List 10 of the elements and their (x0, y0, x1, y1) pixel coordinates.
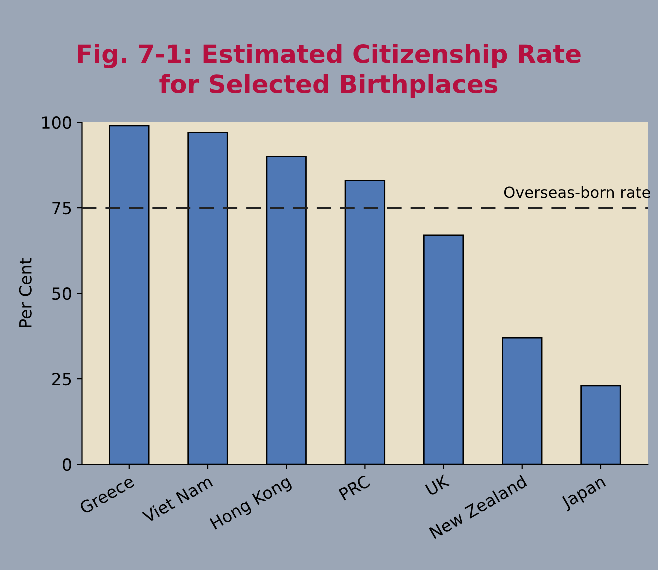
y-tick-label: 100 (42, 116, 72, 130)
y-tick-label: 25 (52, 373, 72, 386)
y-tick-label: 0 (63, 458, 72, 472)
x-tick-label: UK (425, 474, 451, 496)
ref-line-label: Overseas-born rate (504, 186, 650, 198)
y-tick-label: 75 (52, 202, 72, 215)
y-tick-label: 50 (52, 288, 72, 300)
y-axis-title: Per Cent (19, 258, 32, 328)
chart-title: Fig. 7-1: Estimated Citizenship Rate for Selected Birthplaces (78, 44, 581, 98)
x-tick-label: PRC (338, 474, 371, 501)
